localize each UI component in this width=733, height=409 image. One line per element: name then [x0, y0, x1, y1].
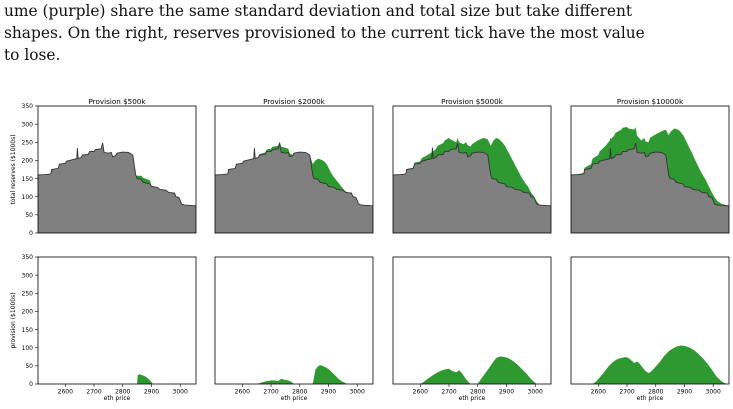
x-axis-label: eth price	[637, 395, 664, 402]
x-tick-label: 2800	[470, 389, 485, 396]
x-tick-label: 2800	[648, 389, 663, 396]
x-tick-label: 2700	[441, 389, 456, 396]
subplot-7: 2600 2700 2800 2900 3000 eth price	[392, 256, 552, 402]
y-tick-label: 50	[25, 363, 33, 370]
plot-frame	[214, 256, 374, 385]
body-text: ume (purple) share the same standard dev…	[4, 0, 730, 66]
reserves-area	[38, 143, 196, 233]
x-tick-label: 2700	[86, 389, 101, 396]
reserves-line	[37, 142, 197, 207]
x-tick-label: 3000	[706, 389, 721, 396]
text-line-3: to lose.	[4, 46, 61, 64]
y-tick-label: 200	[22, 158, 34, 165]
subplot-1: Provision $500k 0 50 100 150 200 250 300 350 tota…	[10, 98, 197, 237]
y-axis-label: total reserves ($1000s)	[10, 134, 17, 204]
plot-frame	[392, 105, 552, 234]
reserves-line	[392, 142, 552, 207]
y-tick-label: 350	[22, 254, 34, 261]
x-tick-label: 2900	[677, 389, 692, 396]
y-tick-label: 100	[22, 345, 34, 352]
x-axis-label: eth price	[459, 395, 486, 402]
plot-frame	[37, 256, 197, 385]
plot-frame	[570, 105, 730, 234]
x-tick-label: 2800	[115, 389, 130, 396]
provision-area	[215, 365, 373, 384]
y-tick-label: 350	[22, 103, 34, 110]
y-tick-label: 250	[22, 139, 34, 146]
subplot-5: 0 50 100 150 200 250 300 350 2600 2700 2800 2900 300…	[10, 254, 197, 402]
x-tick-label: 2600	[58, 389, 73, 396]
y-tick-label: 150	[22, 327, 34, 334]
reserves-line	[214, 142, 374, 207]
subplot-4: Provision $10000k	[570, 98, 730, 234]
provision-area	[571, 345, 729, 384]
plot-frame	[570, 256, 730, 385]
x-tick-label: 2600	[413, 389, 428, 396]
y-tick-label: 50	[25, 212, 33, 219]
provision-figure: Provision $500k 0 50 100 150 200 250 300 350 tota…	[10, 98, 730, 402]
y-tick-label: 0	[29, 230, 33, 237]
plot-area	[393, 257, 551, 384]
x-tick-label: 3000	[173, 389, 188, 396]
plot-frame	[37, 105, 197, 234]
x-tick-label: 2700	[263, 389, 278, 396]
y-tick-label: 150	[22, 176, 34, 183]
y-axis-label: provision ($1000s)	[10, 292, 17, 348]
x-tick-label: 2900	[499, 389, 514, 396]
plot-frame	[392, 256, 552, 385]
subplot-6: 2600 2700 2800 2900 3000 eth price	[214, 256, 374, 402]
y-tick-label: 0	[29, 381, 33, 388]
x-tick-label: 2700	[619, 389, 634, 396]
reserves-area	[393, 143, 551, 233]
subplot-title: Provision $5000k	[441, 98, 503, 106]
text-line-2: shapes. On the right, reserves provision…	[4, 24, 645, 42]
x-tick-label: 2800	[292, 389, 307, 396]
reserves-area	[571, 143, 729, 233]
x-tick-label: 2600	[591, 389, 606, 396]
y-tick-label: 200	[22, 309, 34, 316]
y-tick-label: 300	[22, 121, 34, 128]
subplot-title: Provision $500k	[88, 98, 146, 106]
subplot-8: 2600 2700 2800 2900 3000 eth price	[570, 256, 730, 402]
x-tick-label: 3000	[350, 389, 365, 396]
subplot-title: Provision $10000k	[617, 98, 684, 106]
x-tick-label: 2600	[235, 389, 250, 396]
plot-frame	[214, 105, 374, 234]
reserves-area	[215, 143, 373, 233]
reserves-line	[570, 142, 730, 207]
y-tick-label: 100	[22, 194, 34, 201]
subplot-title: Provision $2000k	[263, 98, 325, 106]
x-tick-label: 2900	[144, 389, 159, 396]
y-tick-label: 250	[22, 290, 34, 297]
x-axis-label: eth price	[281, 395, 308, 402]
y-tick-label: 300	[22, 272, 34, 279]
x-axis-label: eth price	[104, 395, 131, 402]
plot-area	[38, 257, 196, 384]
text-line-1: ume (purple) share the same standard dev…	[4, 2, 633, 20]
subplot-3: Provision $5000k	[392, 98, 552, 234]
provision-area	[393, 356, 551, 384]
x-tick-label: 2900	[321, 389, 336, 396]
x-tick-label: 3000	[528, 389, 543, 396]
subplot-2: Provision $2000k	[214, 98, 374, 234]
plot-area	[215, 257, 373, 384]
